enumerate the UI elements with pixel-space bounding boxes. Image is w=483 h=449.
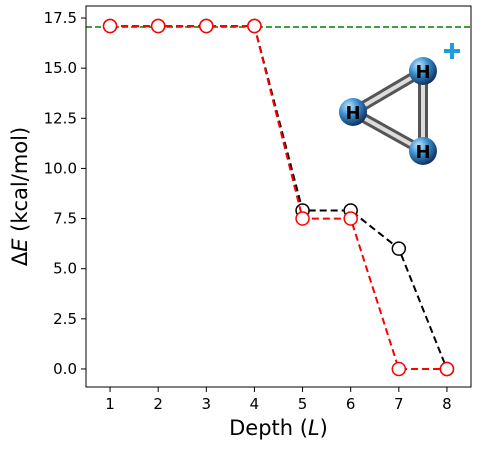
y-tick-label: 5.0 [53, 260, 77, 278]
data-point [199, 18, 214, 34]
series-2 [102, 18, 455, 377]
y-tick-label: 0.0 [53, 360, 77, 378]
atom-label: H [415, 142, 430, 163]
data-point [343, 211, 358, 226]
data-point [391, 241, 407, 256]
x-tick-label: 6 [346, 395, 356, 413]
hydrogen-atom: H [409, 57, 437, 85]
x-tick-label: 3 [202, 395, 212, 413]
y-axis-label: ΔE (kcal/mol) [8, 127, 32, 266]
atom-label: H [415, 62, 430, 83]
charge-plus-icon [444, 43, 460, 59]
x-tick-label: 2 [153, 395, 163, 413]
y-tick-label: 12.5 [44, 109, 77, 127]
hydrogen-atom: H [339, 98, 367, 126]
series-line [110, 25, 448, 370]
x-tick-label: 8 [442, 395, 452, 413]
hydrogen-atom: H [409, 137, 437, 165]
x-tick-label: 5 [298, 395, 308, 413]
data-point [439, 361, 455, 377]
x-axis-label: Depth (L) [229, 416, 328, 440]
data-point [247, 18, 262, 34]
x-tick-label: 4 [250, 395, 260, 413]
atom-label: H [345, 103, 360, 124]
y-tick-label: 17.5 [44, 9, 77, 27]
series-line [110, 25, 447, 370]
y-tick-label: 2.5 [53, 310, 77, 328]
series-1 [102, 18, 455, 377]
data-point [295, 211, 310, 226]
data-point [150, 18, 166, 34]
data-point [102, 18, 118, 34]
y-tick-label: 15.0 [44, 59, 77, 77]
y-tick-label: 7.5 [53, 210, 77, 228]
data-point [391, 361, 407, 377]
molecule-inset: H H H [339, 43, 460, 165]
y-tick-label: 10.0 [44, 159, 77, 177]
x-tick-label: 7 [394, 395, 404, 413]
plot-frame [85, 5, 472, 388]
x-tick-label: 1 [105, 395, 115, 413]
